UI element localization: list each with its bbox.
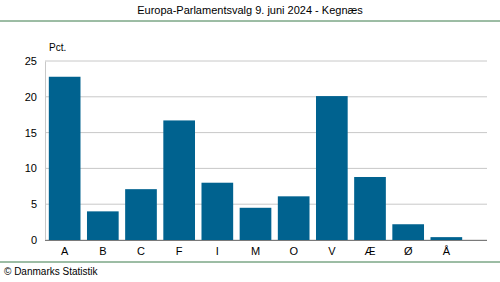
chart: Europa-Parlamentsvalg 9. juni 2024 - Keg…	[0, 0, 500, 282]
x-tick: A	[61, 240, 69, 257]
bar	[316, 96, 348, 240]
y-tick-label: 15	[25, 127, 37, 139]
bar	[240, 208, 272, 240]
x-tick-label: O	[289, 245, 298, 257]
bar	[278, 196, 310, 240]
y-tick-label: 20	[25, 91, 37, 103]
x-tick: F	[176, 240, 183, 257]
bar	[125, 189, 157, 240]
x-axis: ABCFIMOVÆØÅ	[45, 240, 487, 257]
top-rule	[0, 21, 500, 22]
x-tick-label: B	[99, 245, 106, 257]
y-tick: 20	[25, 91, 45, 103]
y-tick-label: 25	[25, 55, 37, 67]
grid-line	[45, 168, 487, 169]
y-axis-line	[45, 62, 46, 241]
bar	[354, 177, 386, 240]
y-tick: 10	[25, 162, 45, 174]
y-tick: 0	[31, 234, 45, 246]
grid-line	[45, 61, 487, 62]
x-tick-label: Å	[443, 245, 451, 257]
bottom-rule	[0, 262, 500, 263]
bar	[392, 224, 424, 240]
x-tick-label: A	[61, 245, 69, 257]
bar	[201, 183, 233, 240]
y-axis: 0 5 10 15 20 25	[25, 55, 46, 246]
bar	[49, 77, 81, 240]
x-tick: Å	[443, 240, 451, 257]
y-tick-label: 0	[31, 234, 37, 246]
x-axis-line	[45, 240, 487, 241]
bar	[431, 237, 463, 240]
y-label: Pct.	[49, 42, 66, 53]
x-tick-label: Ø	[404, 245, 413, 257]
x-tick: Ø	[404, 240, 413, 257]
title: Europa-Parlamentsvalg 9. juni 2024 - Keg…	[137, 4, 363, 16]
x-tick: B	[99, 240, 106, 257]
bar	[163, 120, 195, 240]
x-tick-label: I	[216, 245, 219, 257]
y-tick: 15	[25, 127, 45, 139]
grid-line	[45, 96, 487, 97]
y-tick: 5	[31, 198, 45, 210]
grid	[45, 61, 487, 240]
x-tick-label: Æ	[365, 245, 376, 257]
x-tick: I	[216, 240, 219, 257]
x-tick-label: M	[251, 245, 260, 257]
x-tick-label: C	[137, 245, 145, 257]
x-tick: C	[137, 240, 145, 257]
x-tick: O	[289, 240, 298, 257]
y-tick: 25	[25, 55, 45, 67]
y-tick-label: 10	[25, 162, 37, 174]
x-tick: Æ	[365, 240, 376, 257]
bar	[87, 211, 119, 240]
x-tick-label: F	[176, 245, 183, 257]
x-tick: M	[251, 240, 260, 257]
x-tick-label: V	[328, 245, 336, 257]
grid-line	[45, 132, 487, 133]
bars	[49, 77, 462, 240]
x-tick: V	[328, 240, 336, 257]
y-tick-label: 5	[31, 198, 37, 210]
source: © Danmarks Statistik	[4, 266, 99, 277]
grid-line	[45, 204, 487, 205]
